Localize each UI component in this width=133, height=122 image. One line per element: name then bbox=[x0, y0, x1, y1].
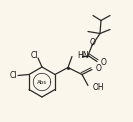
Text: Cl: Cl bbox=[30, 51, 38, 60]
Text: Abs: Abs bbox=[37, 80, 47, 85]
Text: HN: HN bbox=[77, 51, 88, 60]
Text: O: O bbox=[90, 38, 96, 47]
Text: O: O bbox=[96, 64, 102, 73]
Text: OH: OH bbox=[93, 83, 105, 92]
Text: O: O bbox=[101, 58, 107, 67]
Text: Cl: Cl bbox=[9, 71, 17, 80]
